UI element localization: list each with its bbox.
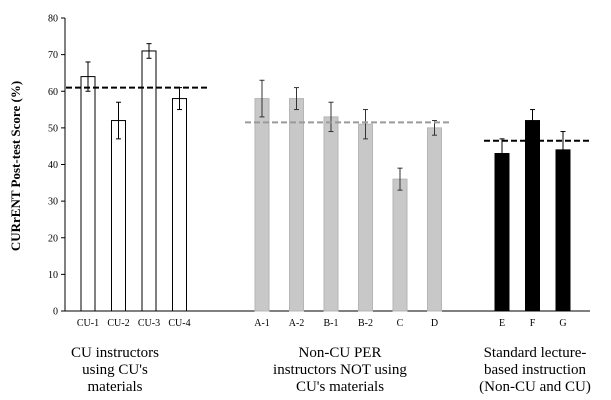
- bar-d: [427, 127, 442, 312]
- bar-cu-2: [111, 120, 126, 312]
- y-tick-label: 30: [48, 197, 58, 208]
- chart-mean-lines: [66, 86, 590, 142]
- y-tick-label: 50: [48, 123, 58, 134]
- bar-a-2: [289, 98, 304, 312]
- x-tick-label-a-2: A-2: [289, 318, 305, 329]
- x-tick-label-b-1: B-1: [324, 318, 339, 329]
- y-tick-label: 40: [48, 160, 58, 171]
- x-tick-label-a-1: A-1: [254, 318, 270, 329]
- chart-error-bars: [85, 43, 566, 191]
- bar-f: [525, 120, 540, 312]
- x-tick-label-cu-2: CU-2: [107, 318, 129, 329]
- chart-bars: [80, 50, 571, 312]
- bar-b-2: [358, 123, 373, 312]
- y-axis-label: CURrENT Post-test Score (%): [8, 81, 23, 251]
- x-tick-label-cu-3: CU-3: [138, 318, 160, 329]
- x-tick-label-f: F: [530, 318, 536, 329]
- group-label-non-cu-per: Non-CU PER instructors NOT using CU's ma…: [273, 345, 407, 395]
- chart-tick-labels: 0 10 20 30 40 50 60 70 80 CU-1 CU-2 CU-3 CU-4 A-1 A-2 B…: [48, 14, 567, 330]
- bar-cu-3: [141, 50, 157, 312]
- group-label-cu: CU instructors using CU's materials: [71, 345, 159, 395]
- y-tick-label: 80: [48, 14, 58, 25]
- y-tick-label: 10: [48, 270, 58, 281]
- bar-cu-1: [80, 76, 96, 312]
- x-tick-label-g: G: [559, 318, 566, 329]
- y-tick-label: 70: [48, 50, 58, 61]
- y-tick-label: 0: [53, 307, 58, 318]
- bar-c: [392, 178, 408, 312]
- x-tick-label-b-2: B-2: [358, 318, 373, 329]
- bar-e: [494, 153, 510, 312]
- bar-a-1: [254, 98, 270, 312]
- x-tick-label-d: D: [431, 318, 438, 329]
- bar-g: [555, 149, 571, 312]
- x-tick-label-cu-1: CU-1: [77, 318, 99, 329]
- bar-cu-4: [172, 98, 187, 312]
- x-tick-label-e: E: [499, 318, 505, 329]
- x-tick-label-c: C: [397, 318, 404, 329]
- bar-b-1: [323, 116, 339, 312]
- y-tick-label: 60: [48, 87, 58, 98]
- y-tick-label: 20: [48, 233, 58, 244]
- group-label-standard-lecture: Standard lecture- based instruction (Non…: [479, 345, 591, 395]
- x-tick-label-cu-4: CU-4: [168, 318, 190, 329]
